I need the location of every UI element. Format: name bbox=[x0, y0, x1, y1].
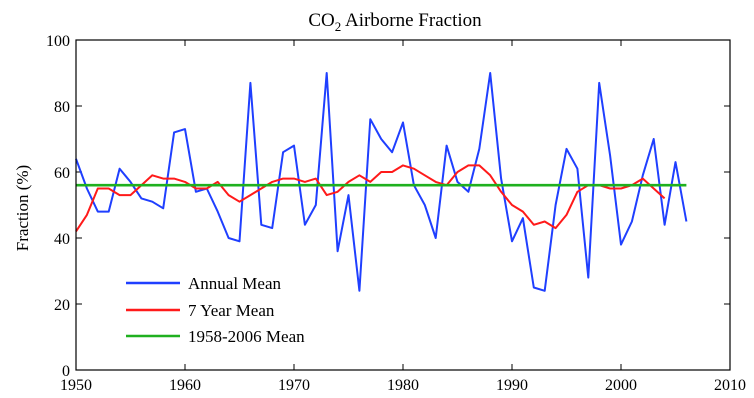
legend: Annual Mean 7 Year Mean 1958-2006 Mean bbox=[126, 274, 305, 346]
y-tick-label: 20 bbox=[54, 297, 70, 314]
x-tick-label: 1950 bbox=[60, 377, 92, 394]
x-tick-label: 1990 bbox=[496, 377, 528, 394]
title-subscript: 2 bbox=[335, 19, 342, 34]
annual-mean-line bbox=[75, 72, 688, 292]
y-tick-label: 80 bbox=[54, 99, 70, 116]
title-rest: Airborne Fraction bbox=[341, 10, 482, 31]
legend-label: Annual Mean bbox=[188, 274, 282, 293]
axis-ticks: 1950 1960 1970 1980 1990 2000 2010 0 20 40 60 80 100 bbox=[46, 33, 746, 394]
y-tick-label: 100 bbox=[46, 33, 70, 50]
y-tick-label: 40 bbox=[54, 231, 70, 248]
seven-year-mean-line bbox=[75, 164, 666, 232]
legend-label: 1958-2006 Mean bbox=[188, 327, 305, 346]
series-lines bbox=[75, 72, 688, 292]
y-tick-label: 0 bbox=[62, 363, 70, 380]
y-tick-label: 60 bbox=[54, 165, 70, 182]
x-tick-label: 1970 bbox=[278, 377, 310, 394]
x-tick-label: 1960 bbox=[169, 377, 201, 394]
y-axis-label: Fraction (%) bbox=[13, 165, 32, 251]
plot-frame bbox=[75, 39, 731, 371]
x-tick-label: 2010 bbox=[714, 377, 746, 394]
chart-title: CO2 Airborne Fraction bbox=[308, 10, 482, 34]
legend-label: 7 Year Mean bbox=[188, 301, 275, 320]
x-tick-label: 1980 bbox=[387, 377, 419, 394]
title-main: CO bbox=[308, 10, 334, 31]
x-tick-label: 2000 bbox=[605, 377, 637, 394]
